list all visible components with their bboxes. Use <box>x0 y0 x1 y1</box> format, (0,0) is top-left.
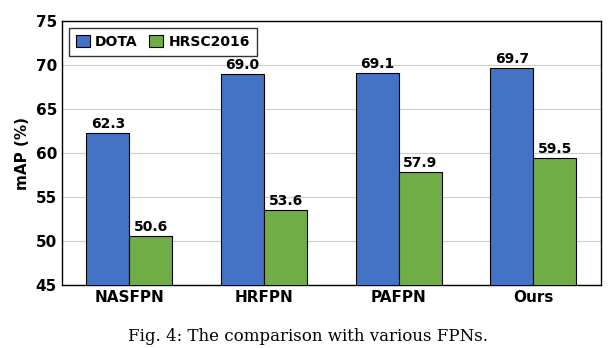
Bar <box>129 236 172 348</box>
Text: 69.7: 69.7 <box>495 52 529 66</box>
Bar <box>221 74 264 348</box>
Bar <box>533 158 577 348</box>
Text: 57.9: 57.9 <box>403 156 437 170</box>
Text: 59.5: 59.5 <box>538 142 572 156</box>
Bar <box>490 68 533 348</box>
Text: Fig. 4: The comparison with various FPNs.: Fig. 4: The comparison with various FPNs… <box>128 327 488 345</box>
Bar <box>355 73 399 348</box>
Text: 69.1: 69.1 <box>360 57 394 71</box>
Text: 62.3: 62.3 <box>91 117 125 131</box>
Legend: DOTA, HRSC2016: DOTA, HRSC2016 <box>69 28 257 56</box>
Text: 50.6: 50.6 <box>134 220 168 234</box>
Bar <box>86 133 129 348</box>
Text: 69.0: 69.0 <box>225 58 259 72</box>
Bar <box>264 209 307 348</box>
Bar <box>399 172 442 348</box>
Y-axis label: mAP (%): mAP (%) <box>15 117 30 190</box>
Text: 53.6: 53.6 <box>269 194 302 208</box>
